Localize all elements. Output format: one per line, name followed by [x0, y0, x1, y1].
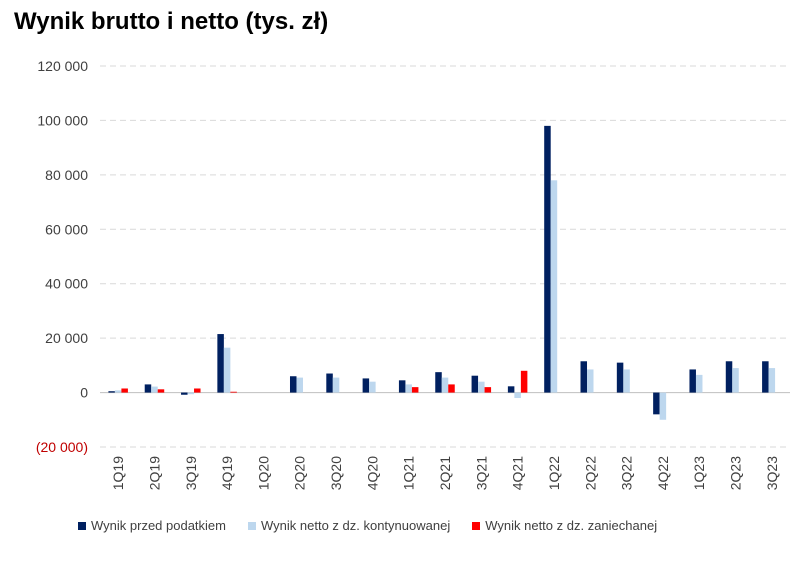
bar-1q23-s1	[689, 369, 696, 393]
bar-3q19-s2	[187, 392, 195, 395]
x-tick-label: 1Q19	[110, 456, 126, 490]
bar-3q23-s1	[762, 361, 769, 393]
bar-3q23-s2	[768, 368, 776, 393]
bar-2q22-s1	[580, 361, 588, 393]
bar-3q19-s3	[194, 388, 201, 393]
y-tick-label: 60 000	[45, 221, 88, 237]
legend-item-netto-kontynuowanej: Wynik netto z dz. kontynuowanej	[248, 518, 450, 533]
bar-1q22-s2	[550, 180, 558, 393]
bar-2q23-s1	[725, 361, 733, 393]
legend-swatch	[248, 521, 256, 530]
legend-label: Wynik netto z dz. kontynuowanej	[261, 518, 451, 533]
y-tick-label: 80 000	[45, 167, 88, 183]
bar-2q21-s1	[435, 372, 442, 393]
bar-2q22-s2	[587, 369, 594, 393]
bar-3q22-s2	[623, 369, 630, 393]
y-tick-label: (20 000)	[36, 439, 88, 455]
bar-1q19-s2	[114, 390, 122, 393]
x-tick-label: 3Q21	[473, 456, 489, 490]
x-tick-label: 1Q20	[255, 456, 271, 490]
y-tick-label: 120 000	[37, 58, 88, 74]
y-tick-label: 20 000	[45, 330, 88, 346]
bars	[108, 125, 776, 420]
x-tick-label: 3Q20	[328, 456, 344, 490]
bar-4q19-s1	[217, 334, 224, 393]
x-tick-label: 3Q19	[183, 456, 199, 490]
legend-label: Wynik netto z dz. zaniechanej	[485, 518, 658, 533]
bar-2q19-s1	[144, 384, 152, 393]
y-tick-label: 40 000	[45, 276, 88, 292]
x-tick-label: 2Q21	[437, 456, 453, 490]
bar-3q21-s3	[484, 387, 492, 393]
x-tick-label: 1Q22	[546, 456, 562, 490]
bar-4q21-s3	[520, 370, 528, 393]
bar-2q20-s2	[296, 377, 303, 393]
x-tick-label: 2Q19	[146, 456, 162, 490]
bar-1q21-s2	[405, 384, 412, 393]
x-tick-label: 2Q23	[728, 456, 744, 490]
bar-3q20-s1	[326, 373, 333, 393]
x-tick-label: 4Q19	[219, 456, 235, 490]
bar-1q21-s3	[411, 387, 419, 393]
bar-chart: (20 000) 0 20 000 40 000 60 000 80 000 100 000…	[36, 58, 790, 490]
legend: Wynik przed podatkiem Wynik netto z dz. …	[78, 518, 657, 533]
x-tick-label: 2Q22	[582, 456, 598, 490]
bar-4q21-s2	[514, 392, 521, 399]
bar-2q21-s3	[448, 384, 455, 393]
bar-1q21-s1	[398, 380, 406, 393]
y-axis-ticks: (20 000) 0 20 000 40 000 60 000 80 000 100 000…	[36, 58, 88, 455]
x-tick-label: 2Q20	[292, 456, 308, 490]
bar-4q19-s3	[230, 391, 237, 393]
legend-label: Wynik przed podatkiem	[91, 518, 226, 533]
x-tick-label: 3Q22	[619, 456, 635, 490]
x-tick-label: 4Q22	[655, 456, 671, 490]
bar-2q19-s3	[157, 389, 165, 393]
bar-4q20-s2	[369, 381, 376, 393]
bar-4q19-s2	[223, 347, 231, 393]
bar-2q19-s2	[151, 386, 158, 393]
y-tick-label: 0	[80, 385, 88, 401]
chart-title: Wynik brutto i netto (tys. zł)	[14, 8, 329, 35]
legend-item-netto-zaniechanej: Wynik netto z dz. zaniechanej	[472, 518, 657, 533]
x-tick-label: 1Q23	[691, 456, 707, 490]
x-axis-ticks: 1Q19 2Q19 3Q19 4Q19 1Q20 2Q20 3Q20 4Q20 1Q21 2Q21…	[110, 456, 780, 490]
bar-3q20-s2	[332, 377, 340, 393]
bar-3q22-s1	[616, 362, 624, 393]
legend-swatch	[472, 521, 481, 530]
bar-3q19-s1	[181, 392, 188, 395]
x-tick-label: 4Q20	[364, 456, 380, 490]
bar-4q21-s1	[507, 386, 515, 393]
bar-1q23-s2	[695, 374, 703, 393]
bar-4q22-s2	[659, 392, 667, 420]
bar-3q21-s1	[471, 375, 479, 393]
bar-2q20-s1	[289, 376, 297, 393]
bar-4q22-s1	[653, 392, 660, 415]
legend-swatch	[78, 521, 86, 530]
bar-2q23-s2	[732, 368, 739, 393]
bar-2q21-s2	[441, 377, 449, 393]
grid-lines	[100, 65, 790, 448]
bar-1q19-s3	[121, 388, 128, 393]
y-tick-label: 100 000	[37, 112, 88, 128]
bar-1q19-s1	[108, 391, 115, 393]
bar-3q21-s2	[478, 381, 485, 393]
x-tick-label: 1Q21	[401, 456, 417, 490]
legend-item-przed-podatkiem: Wynik przed podatkiem	[78, 518, 226, 533]
x-tick-label: 4Q21	[510, 456, 526, 490]
bar-1q22-s1	[544, 125, 551, 393]
bar-4q20-s1	[362, 378, 370, 393]
x-tick-label: 3Q23	[764, 456, 780, 490]
